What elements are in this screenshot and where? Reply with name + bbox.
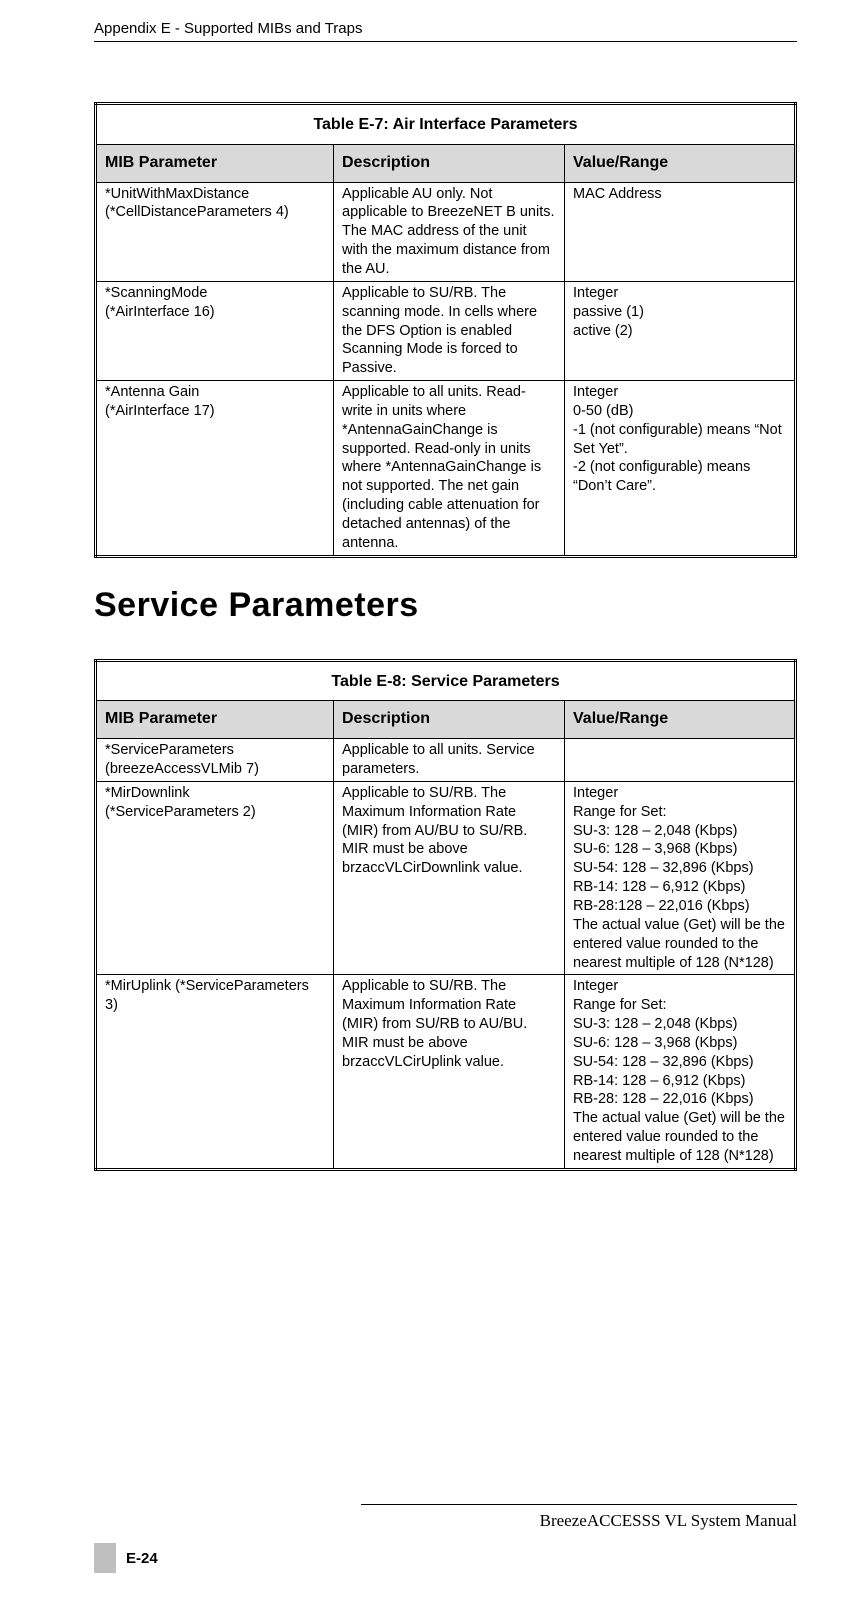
- table-e7-header-mib: MIB Parameter: [96, 144, 334, 182]
- cell-desc: Applicable to all units. Read-write in u…: [334, 381, 565, 557]
- table-row: *MirUplink (*ServiceParameters 3) Applic…: [96, 975, 796, 1169]
- footer-rule: [361, 1504, 797, 1505]
- table-e8-header-val: Value/Range: [565, 701, 796, 739]
- cell-val: [565, 739, 796, 782]
- running-head: Appendix E - Supported MIBs and Traps: [94, 20, 797, 37]
- page: Appendix E - Supported MIBs and Traps Ta…: [0, 0, 857, 1603]
- cell-mib: *MirDownlink (*ServiceParameters 2): [96, 781, 334, 974]
- footer-pagebar: E-24: [94, 1543, 797, 1573]
- cell-desc: Applicable AU only. Not applicable to Br…: [334, 182, 565, 281]
- cell-val: MAC Address: [565, 182, 796, 281]
- cell-val: Integer0-50 (dB)-1 (not configurable) me…: [565, 381, 796, 557]
- table-e8-header-desc: Description: [334, 701, 565, 739]
- cell-val: IntegerRange for Set:SU-3: 128 – 2,048 (…: [565, 781, 796, 974]
- cell-desc: Applicable to SU/RB. The Maximum Informa…: [334, 781, 565, 974]
- page-number: E-24: [126, 1550, 158, 1567]
- section-title-service-parameters: Service Parameters: [94, 586, 797, 625]
- footer-rule-wrap: [94, 1504, 797, 1505]
- table-row: *ScanningMode(*AirInterface 16) Applicab…: [96, 281, 796, 380]
- table-e8: Table E-8: Service Parameters MIB Parame…: [94, 659, 797, 1171]
- cell-mib: *ServiceParameters (breezeAccessVLMib 7): [96, 739, 334, 782]
- table-e7: Table E-7: Air Interface Parameters MIB …: [94, 102, 797, 558]
- page-footer: BreezeACCESSS VL System Manual E-24: [94, 1504, 797, 1573]
- table-e8-caption: Table E-8: Service Parameters: [96, 660, 796, 701]
- table-row: *Antenna Gain(*AirInterface 17) Applicab…: [96, 381, 796, 557]
- cell-mib: *MirUplink (*ServiceParameters 3): [96, 975, 334, 1169]
- footer-manual-title: BreezeACCESSS VL System Manual: [94, 1511, 797, 1531]
- cell-desc: Applicable to SU/RB. The Maximum Informa…: [334, 975, 565, 1169]
- table-row: *UnitWithMaxDistance (*CellDistanceParam…: [96, 182, 796, 281]
- cell-val: Integerpassive (1)active (2): [565, 281, 796, 380]
- cell-mib: *ScanningMode(*AirInterface 16): [96, 281, 334, 380]
- cell-desc: Applicable to SU/RB. The scanning mode. …: [334, 281, 565, 380]
- table-e7-caption: Table E-7: Air Interface Parameters: [96, 104, 796, 145]
- cell-mib: *UnitWithMaxDistance (*CellDistanceParam…: [96, 182, 334, 281]
- cell-val: IntegerRange for Set:SU-3: 128 – 2,048 (…: [565, 975, 796, 1169]
- table-e8-header-mib: MIB Parameter: [96, 701, 334, 739]
- head-rule: [94, 41, 797, 42]
- page-tab-icon: [94, 1543, 116, 1573]
- table-e7-header-desc: Description: [334, 144, 565, 182]
- table-e7-header-val: Value/Range: [565, 144, 796, 182]
- table-row: *ServiceParameters (breezeAccessVLMib 7)…: [96, 739, 796, 782]
- cell-mib: *Antenna Gain(*AirInterface 17): [96, 381, 334, 557]
- table-row: *MirDownlink (*ServiceParameters 2) Appl…: [96, 781, 796, 974]
- cell-desc: Applicable to all units. Service paramet…: [334, 739, 565, 782]
